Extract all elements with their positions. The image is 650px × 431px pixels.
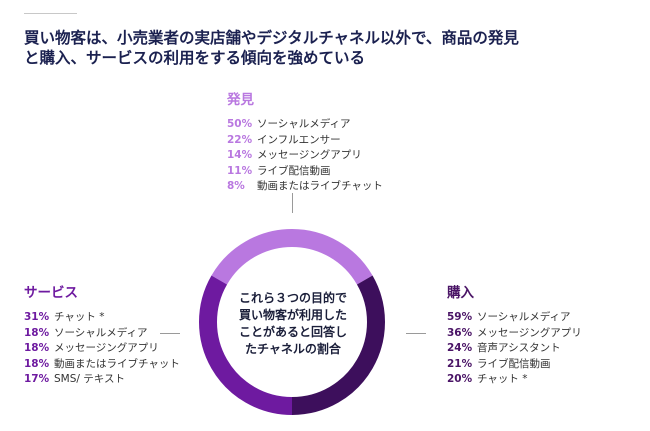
list-item: 18% ソーシャルメディア [24,326,180,342]
item-percent: 18% [24,357,50,370]
discovery-list: 50% ソーシャルメディア 22% インフルエンサー 14% メッセージングアプリ 1… [227,117,383,195]
item-label: ソーシャルメディア [477,311,571,323]
connector-purchase [406,333,426,334]
list-item: 22% インフルエンサー [227,133,383,149]
center-line-3: ことがあると回答し [238,325,347,339]
top-divider [24,13,77,14]
item-label: 動画またはライブチャット [257,180,383,192]
purchase-title: 購入 [447,285,474,301]
item-percent: 18% [24,342,50,354]
item-percent: 21% [447,357,473,370]
service-section: サービス 31% チャット * 18% ソーシャルメディア 18% メッセージングアプ… [24,284,180,388]
item-label: メッセージングアプリ [54,342,159,354]
item-label: インフルエンサー [257,133,341,146]
list-item: 17% SMS/ テキスト [24,372,180,388]
headline-line-1: 買い物客は、小売業者の実店舗やデジタルチャネル以外で、商品の発見 [24,29,519,47]
item-label: ソーシャルメディア [54,326,148,339]
list-item: 20% チャット * [447,372,582,388]
item-label: ソーシャルメディア [257,118,351,130]
discovery-title: 発見 [227,92,254,108]
item-label: SMS/ テキスト [54,373,125,385]
item-percent: 18% [24,326,50,339]
item-percent: 50% [227,118,253,130]
connector-discovery [292,193,293,213]
donut-center-caption: これら３つの目的で 買い物客が利用した ことがあると回答し たチャネルの割合 [223,290,363,358]
item-label: チャット * [477,373,528,385]
item-percent: 14% [227,149,253,161]
list-item: 8% 動画またはライブチャット [227,179,383,195]
center-line-1: これら３つの目的で [238,291,347,305]
connector-service [160,333,180,334]
service-title: サービス [24,285,78,301]
list-item: 18% メッセージングアプリ [24,341,180,357]
item-percent: 59% [447,311,473,323]
item-label: 動画またはライブチャット [54,357,180,370]
item-percent: 24% [447,342,473,354]
item-label: メッセージングアプリ [257,149,362,161]
donut-segment-discovery [211,229,373,285]
list-item: 36% メッセージングアプリ [447,326,582,342]
list-item: 31% チャット * [24,310,180,326]
list-item: 24% 音声アシスタント [447,341,582,357]
item-percent: 11% [227,164,253,177]
item-percent: 8% [227,180,245,192]
donut-segment-purchase [291,275,385,415]
item-label: ライブ配信動画 [257,164,331,177]
center-line-2: 買い物客が利用した [238,308,347,322]
discovery-section: 発見 50% ソーシャルメディア 22% インフルエンサー 14% メッセージングアプ… [227,91,383,195]
item-percent: 31% [24,311,50,323]
donut-segment-service [199,275,293,415]
item-label: ライブ配信動画 [477,357,551,370]
headline: 買い物客は、小売業者の実店舗やデジタルチャネル以外で、商品の発見 と購入、サービ… [24,28,624,68]
list-item: 11% ライブ配信動画 [227,164,383,180]
service-list: 31% チャット * 18% ソーシャルメディア 18% メッセージングアプリ 18%… [24,310,180,388]
list-item: 50% ソーシャルメディア [227,117,383,133]
list-item: 21% ライブ配信動画 [447,357,582,373]
item-percent: 17% [24,373,50,385]
item-label: チャット * [54,311,105,323]
purchase-section: 購入 59% ソーシャルメディア 36% メッセージングアプリ 24% 音声アシスタン… [447,284,582,388]
item-percent: 36% [447,326,473,339]
list-item: 18% 動画またはライブチャット [24,357,180,373]
item-percent: 20% [447,373,473,385]
center-line-4: たチャネルの割合 [245,342,341,356]
headline-line-2: と購入、サービスの利用をする傾向を強めている [24,49,366,67]
list-item: 14% メッセージングアプリ [227,148,383,164]
item-label: 音声アシスタント [477,342,561,354]
item-percent: 22% [227,133,253,146]
item-label: メッセージングアプリ [477,326,582,339]
purchase-list: 59% ソーシャルメディア 36% メッセージングアプリ 24% 音声アシスタント 2… [447,310,582,388]
list-item: 59% ソーシャルメディア [447,310,582,326]
